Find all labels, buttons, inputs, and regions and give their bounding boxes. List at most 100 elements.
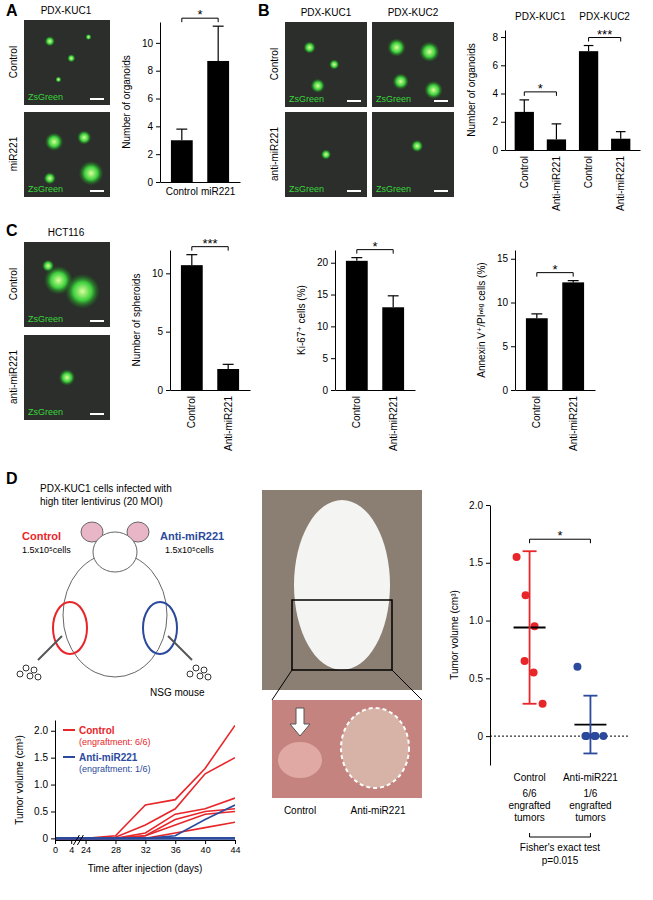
error-bar-cap: [519, 99, 529, 100]
cell-icon: [35, 674, 41, 680]
error-bar-cap: [213, 26, 224, 27]
organoid: [42, 260, 54, 272]
error-bar: [176, 129, 187, 140]
tick-mark: [205, 840, 206, 844]
legend-note: (engraftment: 1/6): [79, 764, 151, 774]
channel-label: ZsGreen: [28, 92, 63, 102]
y-axis-tick: 2.0: [469, 500, 490, 511]
tick-label: 2: [147, 149, 153, 160]
panel-letter: B: [258, 2, 270, 19]
error-bar-stem: [536, 314, 537, 318]
tick-label: 24: [81, 845, 91, 855]
tick-mark: [145, 840, 146, 844]
organoid: [86, 34, 92, 40]
error-bar: [584, 46, 594, 52]
group-label: PDX-KUC2: [579, 11, 630, 22]
significance-label: *: [197, 7, 202, 22]
cell-icon: [17, 671, 23, 677]
x-axis-tick: 44: [230, 840, 240, 855]
organoid: [425, 81, 443, 99]
y-axis-title: Ki-67⁺ cells (%): [296, 285, 307, 355]
micrograph: ZsGreen: [24, 112, 110, 197]
y-axis-tick: 1.5: [34, 752, 55, 763]
y-axis-title: Number of spheroids: [131, 274, 142, 367]
row-label: miR221: [8, 136, 19, 171]
legend-swatch: [63, 729, 75, 731]
scale-bar: [434, 100, 448, 102]
tick-mark: [486, 505, 490, 506]
data-point: [539, 700, 547, 708]
x-axis: ControlAnti-miR221ControlAnti-miR221: [506, 151, 641, 212]
x-axis: ControlmiR221: [161, 183, 241, 198]
x-axis: ControlAnti-miR221: [516, 391, 596, 452]
image-background: [24, 112, 110, 197]
y-axis-tick: 8: [492, 32, 505, 43]
x-axis: ControlAnti-miR221: [336, 391, 416, 452]
tick-mark: [501, 65, 505, 66]
data-point: [522, 591, 530, 599]
arrow: [290, 708, 310, 736]
tick-mark: [156, 154, 160, 155]
legend: Control(engraftment: 6/6)Anti-miR221(eng…: [63, 725, 151, 774]
tick-label: 5: [157, 326, 163, 337]
series-line: [55, 758, 235, 839]
y-axis-tick: 20: [317, 257, 335, 268]
error-bar-cap: [388, 295, 399, 296]
y-axis-tick: 1.5: [469, 557, 490, 568]
error-bar-stem: [556, 124, 557, 140]
error-bar: [388, 296, 399, 307]
scale-bar: [90, 98, 104, 100]
bar: [171, 140, 193, 182]
y-axis-tick: 10: [317, 321, 335, 332]
y-axis-tick: 2.0: [34, 725, 55, 736]
micrograph: ZsGreen: [285, 112, 367, 197]
tick-label: 1.5: [34, 752, 48, 763]
y-axis-tick: 6: [492, 60, 505, 71]
tick-mark: [156, 182, 160, 183]
y-axis: 051015: [497, 251, 516, 396]
tick-mark: [331, 358, 335, 359]
plot-area: [171, 26, 229, 182]
legend-note: (engraftment: 6/6): [79, 737, 151, 747]
image-background: [24, 335, 110, 420]
tick-mark: [486, 563, 490, 564]
scale-bar: [347, 190, 361, 192]
tick-label: Anti-miR221: [551, 156, 562, 211]
tick-label: 0: [147, 177, 153, 188]
x-tick: Anti-miR221: [615, 156, 626, 211]
row-label: anti-miR221: [8, 350, 19, 404]
zero-line: [490, 736, 630, 737]
tick-mark: [115, 840, 116, 844]
y-axis-tick: 0: [322, 385, 335, 396]
error-bar: [213, 26, 224, 61]
tick-label: 1.0: [34, 779, 48, 790]
line-chart: 00.51.01.52.004242832364044Time after in…: [14, 721, 241, 875]
sd-cap: [583, 695, 597, 697]
y-axis-line: [170, 251, 171, 391]
tick-mark: [156, 126, 160, 127]
error-bar-cap: [531, 313, 542, 314]
row-label: anti-miR221: [269, 127, 280, 181]
tick-label: 0: [322, 385, 328, 396]
micrograph: ZsGreen: [24, 335, 110, 420]
plot-area: [55, 725, 235, 838]
organoid: [79, 161, 103, 185]
organoid: [411, 140, 423, 152]
x-tick: Anti-miR221: [568, 396, 579, 451]
y-axis-tick: 6: [147, 93, 160, 104]
error-bar-stem: [588, 46, 589, 52]
plot-area: [181, 255, 239, 390]
y-axis-tick: 10: [142, 38, 160, 49]
bar: [346, 261, 368, 390]
series-line: [55, 725, 235, 838]
tick-label: 15: [497, 253, 509, 264]
row-label: Control: [8, 268, 19, 300]
y-axis-title: Tumor volume (cm³): [449, 590, 460, 680]
cell-icon: [187, 671, 193, 677]
tick-label: 10: [152, 268, 164, 279]
tick-label: 6: [147, 93, 153, 104]
channel-label: ZsGreen: [28, 184, 63, 194]
tick-label: 32: [141, 845, 151, 855]
error-bar: [186, 255, 197, 265]
bar: [611, 139, 630, 150]
